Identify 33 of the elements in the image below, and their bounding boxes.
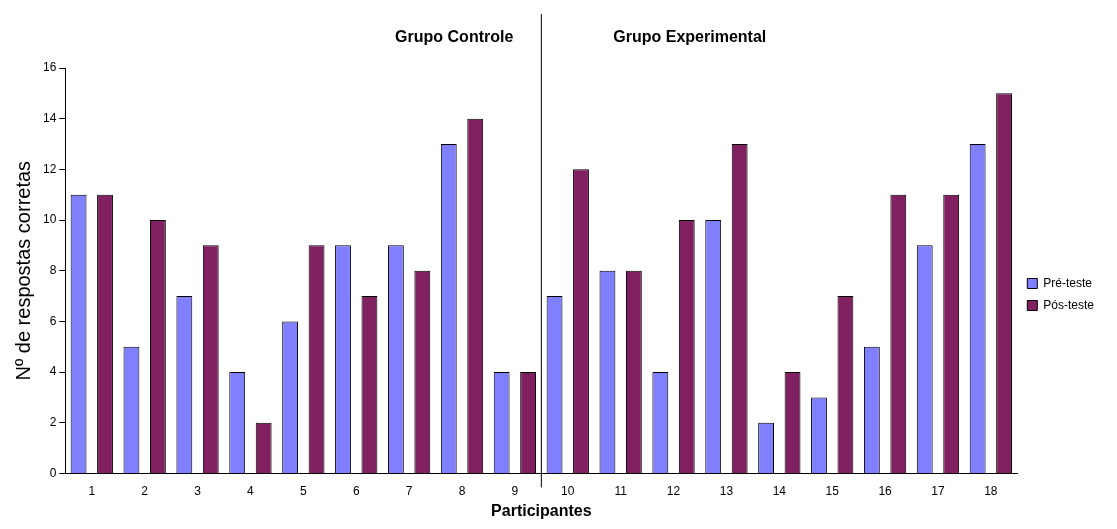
legend-label: Pré-teste <box>1043 275 1093 290</box>
x-tick-label: 2 <box>141 483 149 498</box>
x-tick-label: 11 <box>614 483 628 498</box>
y-tick-label: 16 <box>42 60 57 75</box>
y-tick-label: 4 <box>49 364 57 379</box>
y-tick-label: 14 <box>42 110 57 125</box>
x-tick-label: 4 <box>247 483 255 498</box>
x-tick-label: 10 <box>561 483 575 498</box>
x-axis-title: Participantes <box>491 501 592 519</box>
x-tick-label: 18 <box>984 483 998 498</box>
y-tick-label: 10 <box>42 212 57 227</box>
x-tick-label: 12 <box>666 483 681 498</box>
y-tick-label: 8 <box>49 263 57 278</box>
x-tick-label: 6 <box>352 483 360 498</box>
x-tick-label: 17 <box>931 483 945 498</box>
x-tick-label: 8 <box>458 483 466 498</box>
y-tick-label: 6 <box>49 313 57 328</box>
y-tick-label: 12 <box>42 161 57 176</box>
x-tick-label: 9 <box>511 483 519 498</box>
x-tick-label: 15 <box>825 483 840 498</box>
legend-label: Pós-teste <box>1043 297 1095 312</box>
text: Grupo Experimental <box>613 28 767 46</box>
x-tick-label: 1 <box>88 483 96 498</box>
y-tick-label: 2 <box>49 415 57 430</box>
x-tick-label: 3 <box>194 483 202 498</box>
x-tick-label: 16 <box>878 483 893 498</box>
y-axis-title: Nº de respostas corretas <box>11 160 34 381</box>
x-tick-label: 13 <box>719 483 734 498</box>
x-tick-label: 7 <box>405 483 413 498</box>
x-tick-label: 14 <box>772 483 787 498</box>
text: Grupo Controle <box>395 28 514 46</box>
x-tick-label: 5 <box>299 483 307 498</box>
y-tick-label: 0 <box>49 465 57 480</box>
